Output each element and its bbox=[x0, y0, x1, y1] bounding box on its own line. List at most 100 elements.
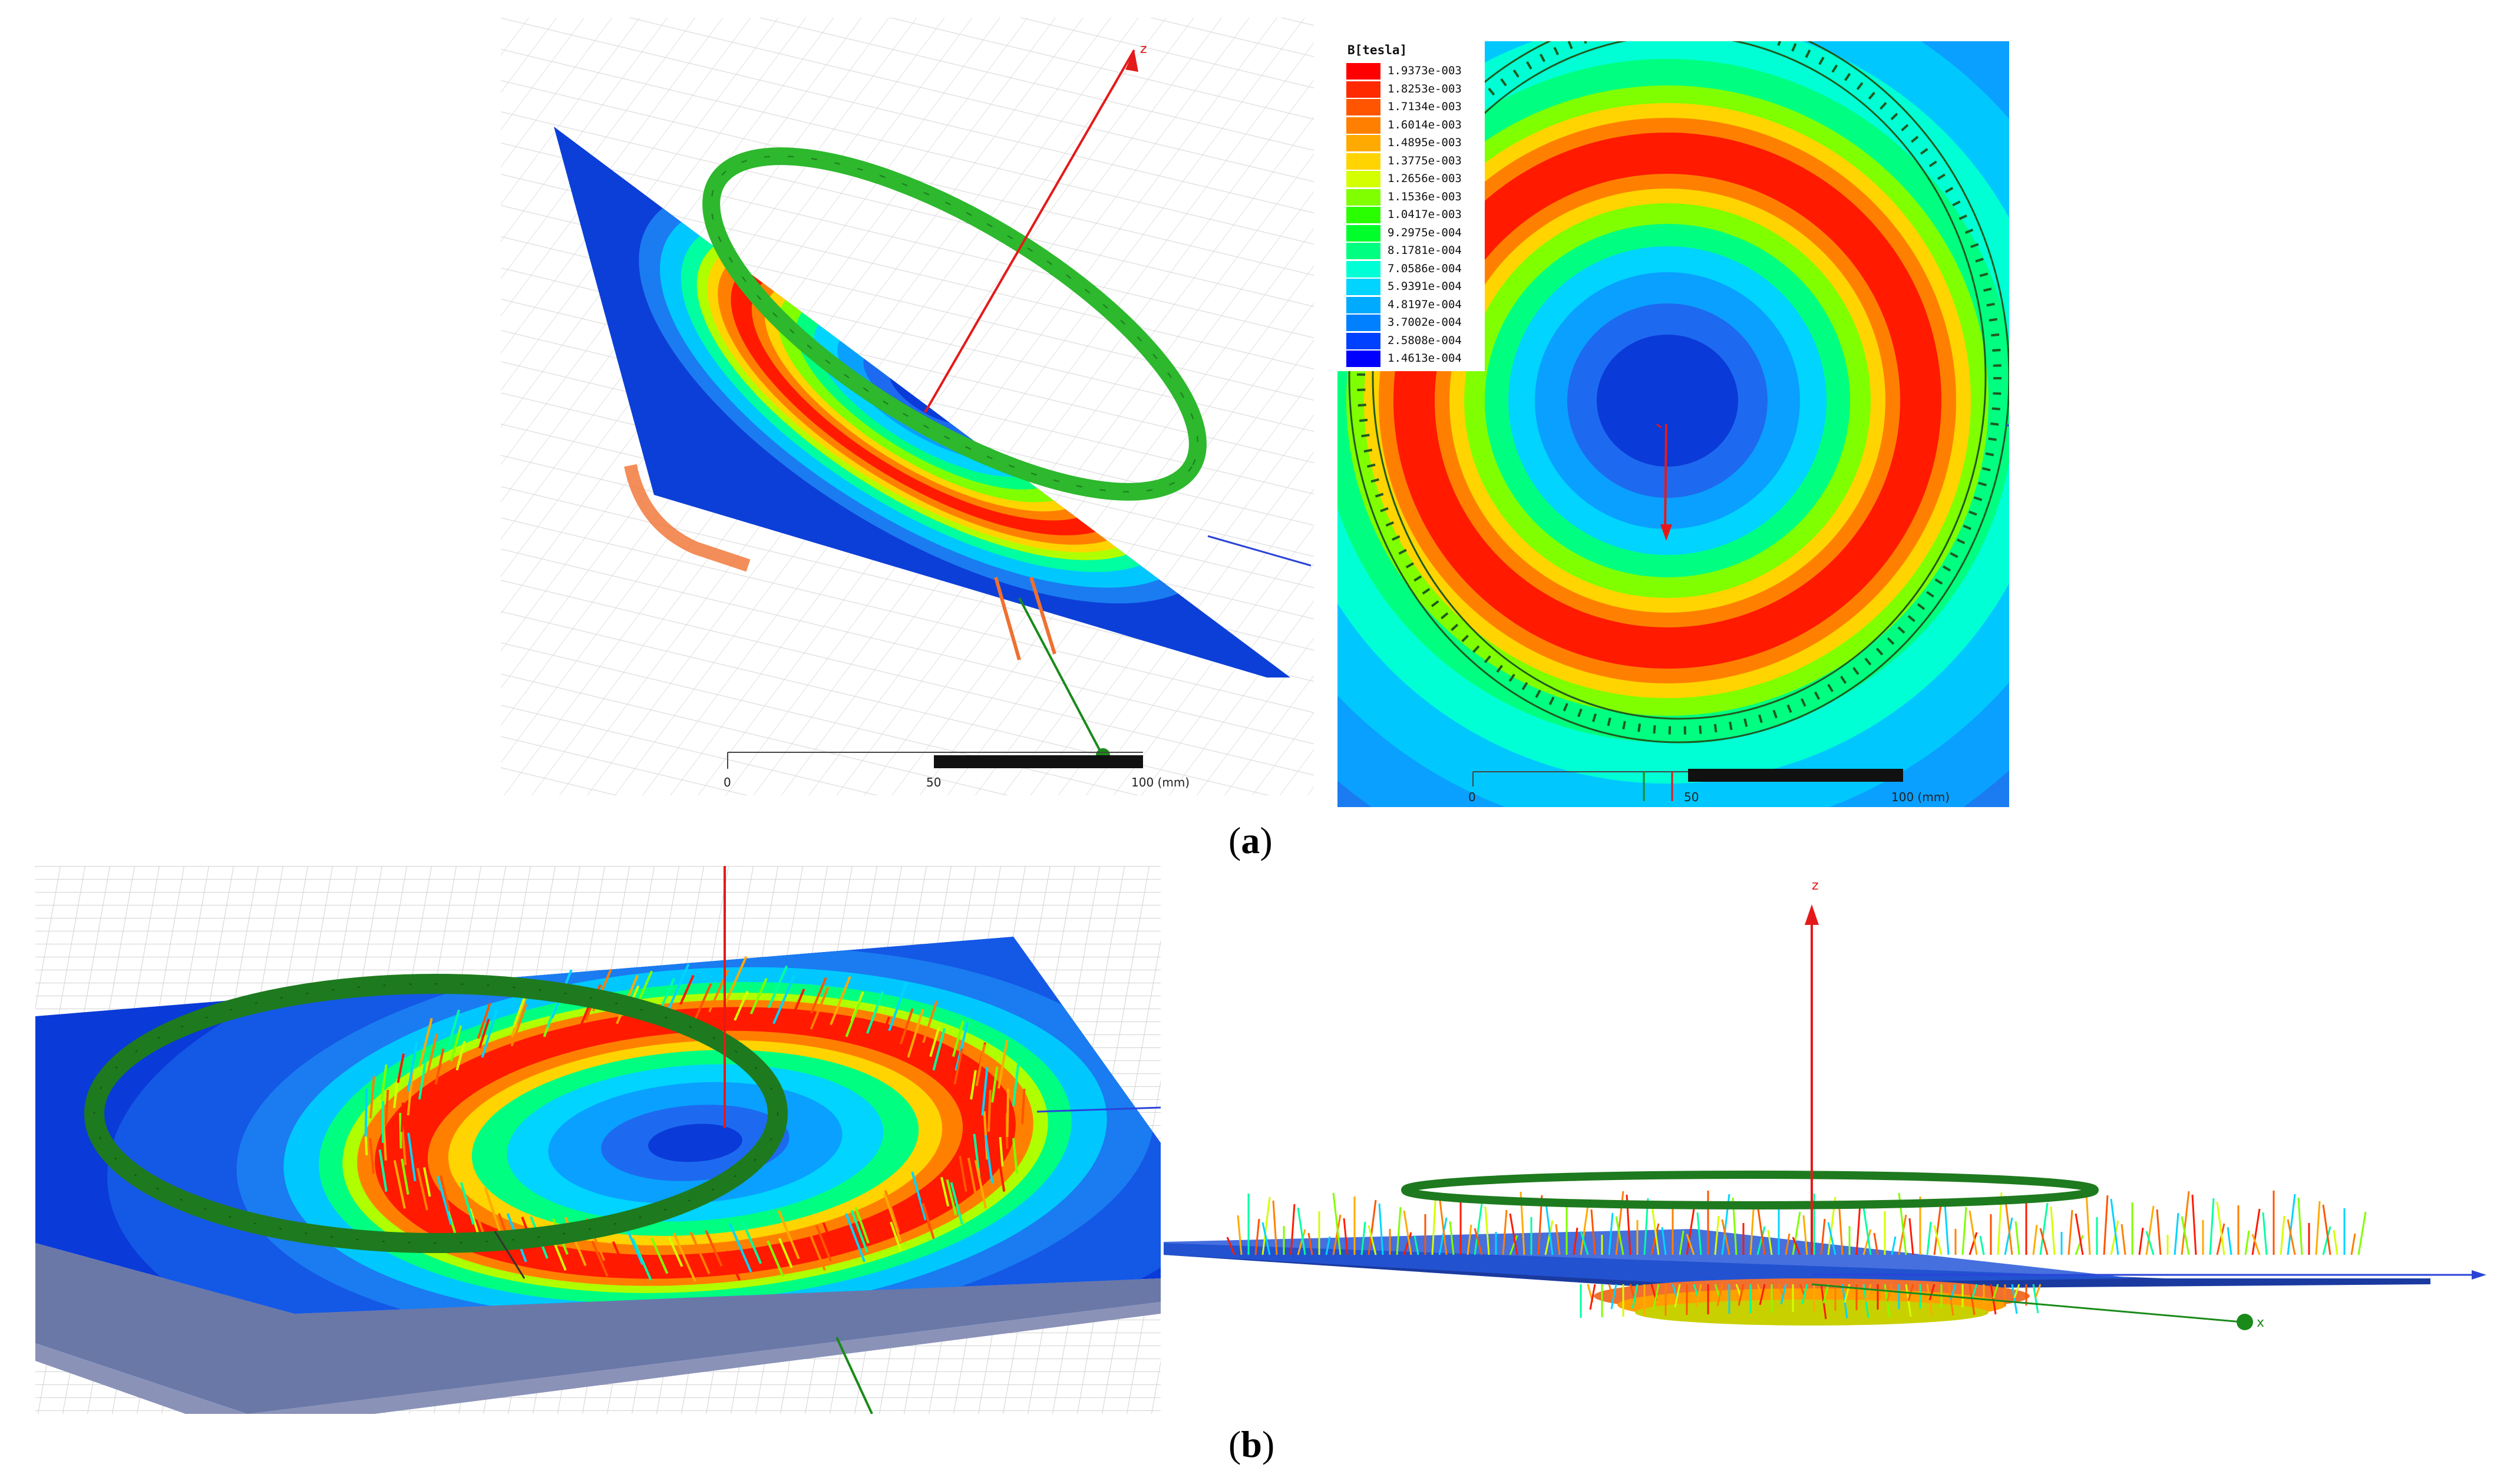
vector-arrow bbox=[899, 1008, 914, 1045]
vector-arrow bbox=[952, 1020, 965, 1057]
vector-arrow bbox=[1449, 1221, 1455, 1255]
vector-arrow bbox=[1968, 1210, 1978, 1255]
vector-arrow bbox=[1290, 1204, 1296, 1255]
vector-arrow bbox=[369, 1138, 375, 1174]
legend-value: 1.9373e-003 bbox=[1388, 64, 1462, 77]
vector-arrow bbox=[1332, 1192, 1342, 1255]
vector-arrow bbox=[1992, 1284, 1999, 1299]
vector-arrow bbox=[1838, 1200, 1844, 1255]
vector-arrow bbox=[830, 976, 851, 1026]
vector-arrow bbox=[1297, 1207, 1306, 1255]
vector-arrow bbox=[1820, 1218, 1826, 1255]
vector-arrow bbox=[2216, 1223, 2225, 1255]
vector-arrow bbox=[1368, 1225, 1377, 1255]
vector-arrow bbox=[2011, 1284, 2018, 1314]
vector-arrow bbox=[694, 983, 712, 1020]
vector-arrow bbox=[668, 1237, 683, 1267]
vector-arrow bbox=[975, 1043, 986, 1086]
vector-arrow bbox=[1767, 1229, 1773, 1255]
vector-arrow bbox=[2138, 1227, 2144, 1255]
legend-value: 4.8197e-004 bbox=[1388, 298, 1462, 311]
vector-arrow bbox=[2227, 1227, 2232, 1255]
vector-arrow bbox=[2145, 1205, 2155, 1255]
legend-entry: 1.0417e-003 bbox=[1346, 206, 1482, 223]
vector-arrow bbox=[922, 1000, 938, 1043]
vector-arrow bbox=[650, 1237, 669, 1274]
vector-arrow bbox=[2262, 1212, 2268, 1255]
vector-arrow bbox=[1474, 1202, 1483, 1255]
legend-swatch bbox=[1346, 315, 1380, 331]
legend-value: 9.2975e-004 bbox=[1388, 226, 1462, 239]
vector-arrow bbox=[921, 1202, 935, 1240]
vector-arrow bbox=[734, 990, 749, 1021]
vector-arrow bbox=[984, 1135, 994, 1184]
vector-arrow bbox=[1674, 1284, 1681, 1308]
legend-entry: 1.3775e-003 bbox=[1346, 152, 1482, 170]
vector-arrow bbox=[790, 989, 805, 1019]
vector-arrow bbox=[967, 1158, 978, 1200]
vector-arrow bbox=[364, 1088, 368, 1137]
vector-arrow bbox=[1332, 1214, 1342, 1255]
vector-arrow bbox=[1650, 1201, 1660, 1255]
vector-arrow bbox=[679, 974, 695, 1005]
vector-arrow bbox=[1580, 1205, 1589, 1255]
legend-value: 2.5808e-004 bbox=[1388, 333, 1462, 347]
vector-arrow bbox=[1474, 1228, 1483, 1255]
vector-arrow bbox=[1573, 1227, 1578, 1255]
vector-arrow bbox=[1933, 1225, 1943, 1255]
vector-arrow bbox=[552, 1241, 567, 1271]
vector-arrow bbox=[954, 1022, 969, 1071]
vector-arrow bbox=[397, 1053, 405, 1083]
vector-arrow bbox=[1886, 1284, 1893, 1302]
vector-arrow bbox=[2085, 1191, 2091, 1255]
legend-entry: 1.4895e-003 bbox=[1346, 134, 1482, 151]
vector-arrow bbox=[1862, 1207, 1872, 1255]
legend-value: 5.9391e-004 bbox=[1388, 280, 1462, 293]
vector-arrow bbox=[822, 1222, 836, 1252]
vector-arrow bbox=[2181, 1191, 2190, 1255]
coil-ring-top bbox=[1348, 41, 2009, 743]
vector-arrow bbox=[2039, 1228, 2049, 1255]
vector-arrow bbox=[999, 1137, 1004, 1166]
legend-entry: 8.1781e-004 bbox=[1346, 242, 1482, 259]
vector-arrow bbox=[2110, 1198, 2119, 1255]
legend-value: 1.0417e-003 bbox=[1388, 208, 1462, 221]
vector-arrow bbox=[1926, 1221, 1932, 1255]
vector-arrow bbox=[959, 1155, 967, 1192]
legend-entry: 1.2656e-003 bbox=[1346, 170, 1482, 187]
legend-swatch bbox=[1346, 117, 1380, 134]
coil-ring-side bbox=[1401, 1171, 2099, 1209]
legend-value: 1.7134e-003 bbox=[1388, 100, 1462, 113]
vector-arrow bbox=[1012, 1138, 1018, 1174]
vector-arrow bbox=[2350, 1233, 2356, 1255]
vector-arrow bbox=[1971, 1284, 1978, 1300]
vector-arrow bbox=[1438, 1217, 1448, 1255]
vector-arrow bbox=[725, 1250, 741, 1281]
vector-arrow bbox=[1947, 1284, 1954, 1316]
vector-arrow bbox=[420, 1195, 430, 1225]
vector-arrow bbox=[1865, 1284, 1872, 1303]
vector-arrow bbox=[407, 1132, 417, 1182]
vector-arrow bbox=[1714, 1215, 1720, 1255]
vector-arrow bbox=[2014, 1221, 2020, 1255]
vector-arrow bbox=[1792, 1237, 1801, 1255]
vector-arrow bbox=[1780, 1284, 1787, 1305]
panel-a-top-view: 0 50 100 (mm) bbox=[1337, 41, 2009, 807]
vector-arrow bbox=[1615, 1216, 1624, 1255]
svg-text:50: 50 bbox=[1684, 790, 1699, 804]
vector-arrow bbox=[1001, 1090, 1006, 1120]
legend-entry: 1.6014e-003 bbox=[1346, 116, 1482, 134]
vector-arrow bbox=[2357, 1211, 2367, 1255]
vector-arrow bbox=[418, 1018, 433, 1067]
legend-entry: 3.7002e-004 bbox=[1346, 313, 1482, 331]
legend-swatch bbox=[1346, 171, 1380, 187]
panel-a-3d-view: z 0 50 100 (mm) bbox=[501, 18, 1314, 795]
vector-arrow bbox=[2333, 1229, 2339, 1255]
axis-y bbox=[1811, 1283, 2242, 1323]
vector-arrow bbox=[689, 1231, 711, 1275]
coil-ring bbox=[84, 974, 788, 1253]
legend-swatch bbox=[1346, 351, 1380, 367]
vector-arrow bbox=[1360, 1221, 1366, 1255]
svg-text:100 (mm): 100 (mm) bbox=[1131, 775, 1190, 789]
vector-arrow bbox=[2110, 1220, 2119, 1255]
